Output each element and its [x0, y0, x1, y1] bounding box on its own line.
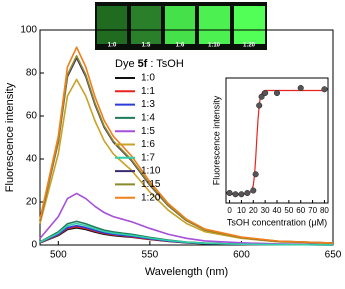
y-tick-label: 0: [31, 240, 37, 251]
x-tick-label: 50: [284, 206, 293, 215]
x-tick-label: 60: [296, 206, 305, 215]
y-tick-label: 80: [26, 68, 38, 79]
spectrum-line: [39, 46, 334, 244]
data-point: [238, 191, 245, 198]
photo-label: 1:5: [142, 43, 151, 49]
data-point: [262, 89, 269, 97]
legend-title-part: : TsOH: [150, 58, 183, 70]
data-point: [273, 89, 281, 97]
plot-frame: [39, 29, 334, 246]
y-tick-label: 20: [26, 197, 38, 208]
data-point: [252, 171, 259, 178]
photo-label: 1:0: [108, 43, 117, 49]
vial: [199, 6, 230, 44]
legend-label: 1:0: [141, 73, 155, 84]
spectrum-line: [39, 78, 334, 245]
data-point: [232, 191, 239, 198]
data-point: [321, 86, 328, 93]
data-point: [258, 93, 265, 100]
y-tick-label: 100: [20, 25, 37, 36]
x-tick-label: 550: [142, 250, 159, 261]
vial: [234, 6, 265, 44]
vial: [165, 6, 195, 44]
x-axis-label: TsOH concentration (μM): [227, 217, 327, 227]
data-point: [256, 102, 263, 109]
x-tick-label: 650: [325, 250, 342, 261]
photo-label: 1:6: [176, 43, 185, 49]
y-axis-label: Fluorescence intensity: [211, 95, 221, 185]
photo-label: 1:10: [208, 43, 221, 49]
legend-label: 1:7: [141, 152, 155, 163]
x-tick-label: 70: [308, 206, 317, 215]
x-tick-label: 40: [273, 206, 282, 215]
legend-title-part: Dye: [115, 58, 135, 70]
data-point: [250, 187, 257, 194]
legend-label: 1:1: [141, 86, 155, 97]
x-tick-label: 80: [320, 206, 329, 215]
legend-title-part: 5f: [138, 58, 148, 70]
legend-label: 1:5: [141, 126, 155, 137]
legend-label: 1:3: [141, 99, 155, 110]
legend-title: Dye 5f: TsOH: [115, 58, 184, 70]
inset-chart: 0 10 20 30 40 50 60 70 80 TsOH concentration (μM)…: [211, 77, 329, 227]
legend-label: 1:15: [141, 179, 161, 190]
x-tick-label: 600: [233, 250, 250, 261]
y-axis-label: Fluorescence intensity: [4, 82, 16, 192]
data-point: [226, 189, 233, 197]
legend-label: 1:4: [141, 113, 155, 124]
x-tick-label: 500: [50, 250, 67, 261]
data-point: [244, 189, 251, 197]
y-tick-label: 60: [26, 111, 38, 122]
inset-frame: [225, 77, 329, 204]
photo-label: 1:20: [243, 43, 256, 49]
vial: [131, 6, 161, 44]
legend-label: 1:6: [141, 139, 155, 150]
x-tick-label: 0: [227, 206, 232, 215]
x-tick-label: 10: [237, 206, 246, 215]
x-tick-label: 20: [249, 206, 258, 215]
legend-label: 1:20: [141, 192, 161, 203]
x-axis-label: Wavelength (nm): [145, 266, 228, 278]
x-tick-label: 30: [261, 206, 270, 215]
data-point: [297, 84, 304, 92]
legend-label: 1:10: [141, 166, 161, 177]
spectrum-line: [39, 192, 334, 246]
spectrum-line: [39, 222, 334, 246]
y-tick-label: 40: [26, 154, 38, 165]
vial: [97, 6, 127, 44]
